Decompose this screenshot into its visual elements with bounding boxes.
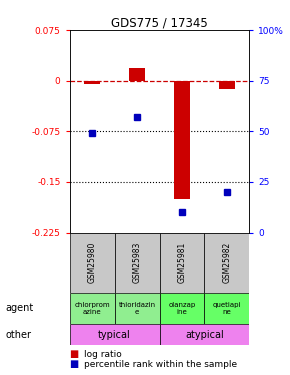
Bar [84,81,100,84]
Bar [70,232,115,292]
Bar [70,292,115,324]
Text: agent: agent [6,303,34,313]
Bar [160,292,204,324]
Bar [160,232,204,292]
Text: GSM25981: GSM25981 [177,242,186,283]
Text: typical: typical [98,330,131,340]
Text: olanzap
ine: olanzap ine [168,302,195,315]
Bar [204,292,249,324]
Text: GSM25980: GSM25980 [88,242,97,283]
Bar [115,232,160,292]
Bar [219,81,235,89]
Text: thioridazin
e: thioridazin e [118,302,156,315]
Text: chlorprom
azine: chlorprom azine [74,302,110,315]
Bar [204,232,249,292]
Text: atypical: atypical [185,330,224,340]
Text: other: other [6,330,32,340]
Text: ■: ■ [70,350,79,359]
Bar [129,69,145,81]
Text: percentile rank within the sample: percentile rank within the sample [84,360,237,369]
Bar [160,324,249,345]
Bar [70,324,160,345]
Bar [174,81,190,199]
Text: ■: ■ [70,360,79,369]
Text: GDS775 / 17345: GDS775 / 17345 [111,17,208,30]
Bar [115,292,160,324]
Text: GSM25982: GSM25982 [222,242,231,283]
Text: log ratio: log ratio [84,350,122,359]
Text: GSM25983: GSM25983 [133,242,142,283]
Text: quetiapi
ne: quetiapi ne [213,302,241,315]
